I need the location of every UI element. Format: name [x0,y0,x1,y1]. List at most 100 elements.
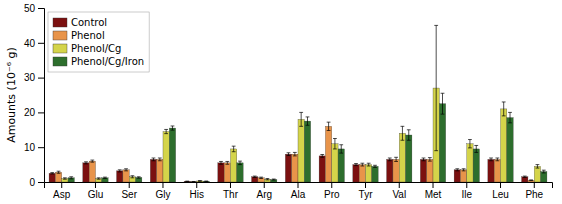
bar [420,159,426,182]
legend-swatch [53,44,67,53]
tick-mark [38,8,44,9]
error-bar [422,158,426,161]
error-bar [272,179,276,180]
bar [224,163,230,182]
axis-line [38,9,45,183]
error-bar [373,165,377,167]
error-bar [529,179,533,181]
tick-label: Arg [256,189,272,200]
tick-mark [433,182,434,188]
error-bar [462,169,466,171]
bar [89,161,95,182]
bar [95,179,101,182]
bar [522,177,528,182]
y-axis: 01020304050 [24,3,45,188]
bar [488,159,494,182]
tick-mark [365,182,366,188]
error-bar [536,165,540,168]
tick-mark [38,43,44,44]
bar [184,181,190,182]
bar [319,156,325,182]
legend-item: Phenol [53,30,105,41]
tick-label: 30 [24,72,36,83]
tick-label: Asp [53,189,71,200]
bar [258,178,264,182]
error-bar [97,178,101,179]
tick: Ser [121,182,137,200]
tick: Leu [492,182,509,200]
tick-label: Tyr [359,189,374,200]
bar [460,170,466,182]
tick: Gly [155,182,170,200]
tick: Thr [223,182,239,200]
tick-mark [196,182,197,188]
bar [117,171,123,182]
bar [163,132,169,182]
tick: Asp [53,182,71,200]
bar [393,159,399,182]
error-bar [360,163,364,166]
bar [55,172,61,182]
error-bar [192,181,196,182]
error-bar [204,181,208,182]
error-bar [407,130,411,140]
tick-mark [534,182,535,188]
legend-label: Phenol/Cg [71,43,121,54]
error-bar [441,93,445,114]
tick: 10 [24,142,44,153]
plot: AspGluSerGlyHisThrArgAlaProTyrValMetIleL… [24,3,553,200]
tick: 30 [24,72,44,83]
bar [190,181,196,182]
error-bar [502,102,506,116]
bar [285,154,291,182]
bar [494,159,500,182]
tick-mark [95,182,96,188]
error-bar [508,112,512,122]
error-bar [367,163,371,166]
bar [123,170,129,182]
error-bar [219,161,223,164]
bar [62,179,68,182]
error-bar [468,140,472,148]
error-bar [137,177,141,178]
error-bar [50,173,54,174]
bar [169,128,175,182]
tick-mark [38,112,44,113]
error-bar [259,177,263,178]
error-bar [394,157,398,161]
tick-mark [466,182,467,188]
bar [528,180,534,182]
tick: 50 [24,3,44,14]
bar [49,173,55,182]
error-bar [434,25,438,150]
bar [353,165,359,182]
error-bar [523,176,527,177]
bar [366,165,372,182]
tick-mark [230,182,231,188]
error-bar [69,177,73,179]
bar [338,149,344,182]
error-bar [266,179,270,180]
error-bar [152,158,156,161]
tick-mark [38,78,44,79]
legend-label: Phenol [71,30,105,41]
tick-label: His [190,189,204,200]
tick-label: 40 [24,38,36,49]
error-bar [428,158,432,161]
error-bar [130,176,134,178]
tick-label: Ser [121,189,137,200]
tick-mark [500,182,501,188]
legend-frame [48,12,149,72]
tick: His [190,182,204,200]
y-axis-title: Amounts (10⁻⁶ g) [5,47,18,143]
tick-label: Met [425,189,442,200]
tick: Tyr [359,182,374,200]
tick: 0 [29,177,44,188]
legend-label: Phenol/Cg/Iron [71,56,144,67]
tick: Arg [256,182,272,200]
bar [264,179,270,182]
error-bar [63,178,67,179]
tick-label: Pro [324,189,340,200]
error-bar [293,152,297,155]
tick-mark [399,182,400,188]
